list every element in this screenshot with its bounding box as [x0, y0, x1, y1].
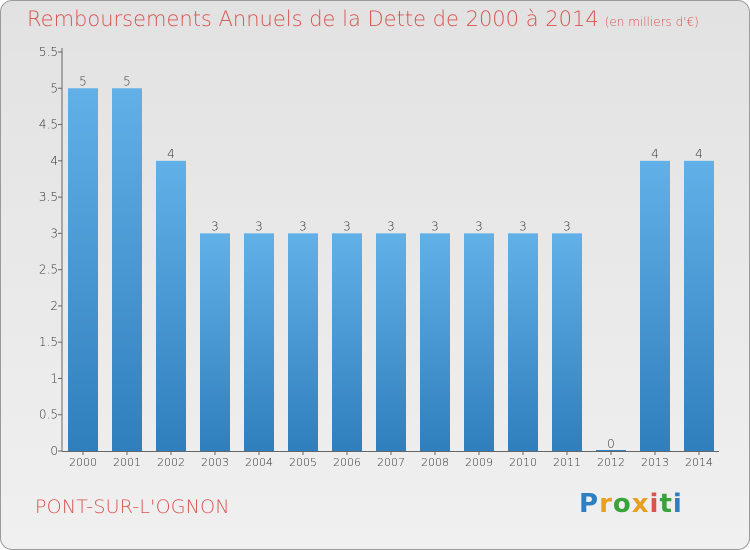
- bar: [68, 88, 98, 451]
- place-name: PONT-SUR-L'OGNON: [35, 496, 230, 518]
- proxiti-logo[interactable]: Proxiti: [579, 489, 683, 519]
- logo-letter: x: [631, 489, 650, 519]
- y-tick-label: 2.5: [39, 263, 58, 277]
- y-tick-label: 3: [50, 226, 58, 240]
- x-tick-label: 2001: [113, 456, 141, 469]
- x-tick-label: 2011: [553, 456, 581, 469]
- y-tick-label: 4.5: [39, 118, 58, 132]
- chart-bars: [68, 88, 714, 451]
- y-tick-label: 3.5: [39, 190, 58, 204]
- x-tick-label: 2014: [685, 456, 713, 469]
- data-label: 3: [343, 219, 351, 233]
- x-tick-label: 2013: [641, 456, 669, 469]
- y-tick-label: 5: [50, 81, 58, 95]
- y-tick-label: 1.5: [39, 335, 58, 349]
- data-label: 3: [255, 219, 263, 233]
- x-tick-label: 2004: [245, 456, 273, 469]
- bar: [552, 233, 582, 451]
- chart-title: Remboursements Annuels de la Dette de 20…: [27, 7, 699, 31]
- chart-labels: 5 2000 5 2001 4 2002 3 2003 3 2004 3 2005 3 2006 3 2007…: [69, 74, 713, 469]
- chart-subtitle: (en milliers d'€): [604, 15, 699, 29]
- bar: [112, 88, 142, 451]
- x-tick-label: 2009: [465, 456, 493, 469]
- chart-title-text: Remboursements Annuels de la Dette de 20…: [27, 7, 599, 31]
- bar: [464, 233, 494, 451]
- data-label: 0: [607, 437, 615, 451]
- bar: [288, 233, 318, 451]
- y-tick-label: 0.5: [39, 408, 58, 422]
- data-label: 5: [123, 74, 131, 88]
- logo-letter: r: [599, 489, 613, 519]
- x-tick-label: 2005: [289, 456, 317, 469]
- data-label: 3: [431, 219, 439, 233]
- logo-letter: P: [579, 489, 600, 519]
- data-label: 3: [519, 219, 527, 233]
- bar: [156, 160, 186, 451]
- logo-letter: i: [649, 489, 660, 519]
- x-tick-label: 2003: [201, 456, 229, 469]
- data-label: 3: [387, 219, 395, 233]
- logo-letter: o: [612, 489, 632, 519]
- y-tick-label: 1: [50, 371, 58, 385]
- x-tick-label: 2008: [421, 456, 449, 469]
- data-label: 3: [475, 219, 483, 233]
- data-label: 4: [651, 147, 659, 161]
- x-tick-label: 2007: [377, 456, 405, 469]
- y-tick-label: 5.5: [39, 45, 58, 59]
- chart-axes: 0 0.5 1 1.5 2 2.5 3 3.5 4 4.5 5 5.5: [39, 45, 719, 458]
- data-label: 4: [695, 147, 703, 161]
- bar: [684, 160, 714, 451]
- data-label: 3: [299, 219, 307, 233]
- bar: [640, 160, 670, 451]
- x-tick-label: 2000: [69, 456, 97, 469]
- y-tick-label: 0: [50, 444, 58, 458]
- bar: [508, 233, 538, 451]
- data-label: 4: [167, 147, 175, 161]
- logo-letter: i: [672, 489, 683, 519]
- bar: [244, 233, 274, 451]
- x-tick-label: 2010: [509, 456, 537, 469]
- data-label: 3: [563, 219, 571, 233]
- data-label: 5: [79, 74, 87, 88]
- x-tick-label: 2006: [333, 456, 361, 469]
- bar: [200, 233, 230, 451]
- bar: [376, 233, 406, 451]
- y-tick-label: 4: [50, 154, 58, 168]
- y-tick-label: 2: [50, 299, 58, 313]
- x-tick-label: 2012: [597, 456, 625, 469]
- data-label: 3: [211, 219, 219, 233]
- bar: [420, 233, 450, 451]
- logo-letter: t: [659, 489, 673, 519]
- x-tick-label: 2002: [157, 456, 185, 469]
- bar: [332, 233, 362, 451]
